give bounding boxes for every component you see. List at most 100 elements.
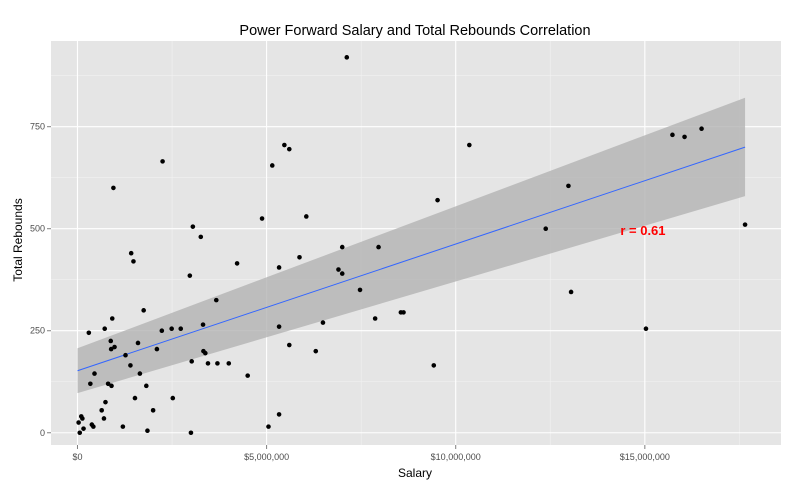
- data-point: [566, 183, 571, 189]
- data-point: [372, 316, 378, 321]
- data-point: [101, 416, 107, 421]
- data-point: [123, 352, 128, 358]
- y-axis-label: Total Rebounds: [11, 198, 25, 281]
- data-point: [670, 132, 675, 138]
- data-point: [336, 267, 341, 272]
- data-point: [286, 146, 292, 152]
- data-point: [160, 159, 165, 164]
- data-point: [128, 250, 134, 256]
- confidence-band: [77, 97, 746, 394]
- data-point: [80, 416, 85, 421]
- x-axis-ticks: $0 $5,000,000 $10,000,000 $15,000,000: [72, 445, 670, 462]
- data-point: [88, 381, 93, 387]
- data-point: [643, 326, 649, 331]
- data-point: [276, 412, 282, 417]
- data-point: [313, 348, 319, 354]
- chart-title: Power Forward Salary and Total Rebounds …: [239, 23, 590, 39]
- data-point: [320, 320, 326, 325]
- x-axis-label: Salary: [398, 466, 432, 480]
- data-point: [103, 399, 108, 405]
- data-point: [276, 324, 282, 329]
- data-point: [304, 214, 309, 219]
- data-point: [77, 430, 83, 436]
- data-point: [266, 424, 271, 429]
- data-point: [286, 342, 292, 348]
- data-points: [76, 55, 748, 436]
- data-point: [543, 226, 549, 232]
- data-point: [189, 359, 195, 364]
- data-point: [226, 361, 232, 366]
- data-point: [203, 350, 208, 356]
- data-point: [150, 408, 156, 413]
- data-point: [109, 383, 114, 389]
- data-point: [742, 222, 748, 227]
- data-point: [99, 408, 104, 413]
- data-point: [245, 373, 250, 378]
- data-point: [187, 273, 193, 278]
- data-point: [105, 381, 111, 387]
- data-point: [145, 428, 150, 434]
- data-point: [699, 126, 704, 132]
- data-point: [178, 326, 184, 331]
- data-point: [91, 424, 96, 429]
- data-point: [282, 142, 287, 148]
- trend-line: [77, 146, 746, 372]
- data-point: [137, 371, 143, 376]
- data-point: [92, 371, 97, 376]
- data-point: [144, 383, 149, 389]
- data-point: [682, 134, 687, 140]
- data-point: [357, 287, 363, 293]
- data-point: [120, 424, 126, 429]
- data-point: [568, 289, 574, 295]
- x-tick-label: $10,000,000: [431, 452, 481, 462]
- data-point: [467, 142, 472, 148]
- data-point: [76, 420, 81, 425]
- data-point: [339, 244, 345, 250]
- y-axis-ticks: 0 250 500 750: [30, 122, 51, 438]
- data-point: [86, 330, 92, 336]
- data-point: [344, 55, 350, 60]
- data-point: [205, 361, 211, 366]
- x-tick-label: $5,000,000: [244, 452, 289, 462]
- data-point: [109, 316, 115, 321]
- data-point: [170, 395, 176, 401]
- data-point: [81, 426, 86, 431]
- data-point: [131, 259, 136, 264]
- data-point: [213, 297, 219, 303]
- data-point: [102, 326, 108, 331]
- data-point: [154, 346, 160, 352]
- data-point: [276, 265, 282, 270]
- data-point: [128, 363, 133, 368]
- data-point: [190, 224, 196, 229]
- data-point: [215, 361, 220, 366]
- data-point: [169, 326, 174, 331]
- data-point: [159, 328, 165, 334]
- data-point: [135, 340, 141, 346]
- y-tick-label: 250: [30, 326, 45, 336]
- x-tick-label: $15,000,000: [620, 452, 670, 462]
- data-point: [435, 197, 440, 203]
- data-point: [198, 234, 204, 240]
- y-tick-label: 500: [30, 224, 45, 234]
- data-point: [112, 344, 117, 350]
- data-point: [269, 163, 275, 168]
- correlation-annotation: r = 0.61: [620, 223, 665, 238]
- data-point: [297, 254, 302, 260]
- data-point: [141, 308, 146, 313]
- x-tick-label: $0: [72, 452, 82, 462]
- data-point: [401, 310, 406, 315]
- data-point: [259, 216, 265, 221]
- data-point: [200, 322, 206, 327]
- data-point: [132, 395, 138, 401]
- data-point: [188, 430, 194, 436]
- y-tick-label: 750: [30, 122, 45, 132]
- data-point: [234, 261, 240, 266]
- data-point: [108, 338, 114, 344]
- data-point: [108, 346, 114, 352]
- data-point: [431, 363, 437, 368]
- data-point: [339, 271, 345, 276]
- data-point: [111, 185, 116, 191]
- data-point: [376, 244, 381, 250]
- y-tick-label: 0: [40, 428, 45, 438]
